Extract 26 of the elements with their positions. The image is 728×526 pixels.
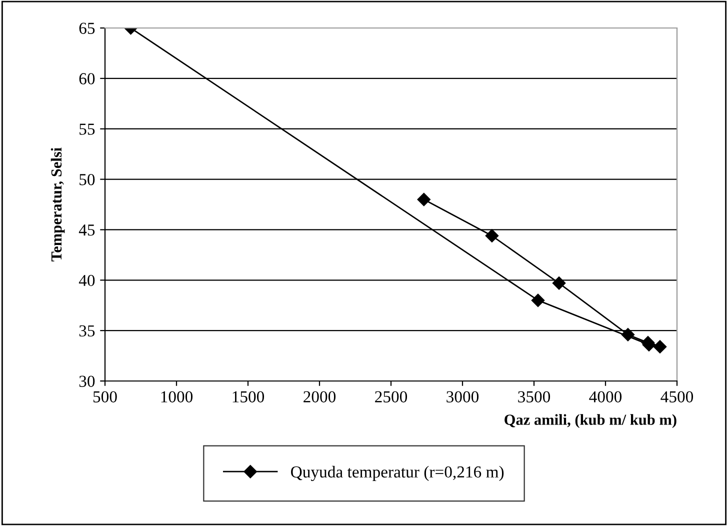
y-tick-label: 65	[79, 22, 95, 34]
legend-label: Quyuda temperatur (r=0,216 m)	[291, 466, 504, 482]
y-axis-title: Temperatur, Selsi	[50, 148, 65, 262]
point	[552, 276, 566, 290]
x-tick-label: 2000	[304, 391, 336, 402]
point	[531, 294, 545, 307]
x-tick-label: 500	[93, 391, 117, 402]
x-tick-label: 2500	[375, 391, 408, 402]
point	[417, 192, 430, 206]
x-tick-label: 4500	[660, 391, 694, 402]
x-tick-label: 1500	[232, 391, 264, 402]
y-tick-label: 50	[80, 174, 95, 186]
y-tick-label: 60	[79, 73, 95, 84]
y-tick-label: 55	[80, 124, 95, 135]
x-axis-title: Qaz amili, (kub m/ kub m)	[504, 414, 676, 428]
point	[621, 328, 635, 342]
x-tick-label: 3000	[446, 391, 479, 402]
y-tick-label: 40	[78, 274, 95, 286]
y-tick-label: 45	[78, 224, 95, 236]
x-tick-label: 1000	[161, 391, 193, 402]
x-tick-label: 4000	[589, 391, 622, 402]
y-tick-label: 35	[79, 325, 95, 337]
y-tick-label: 30	[79, 376, 95, 387]
point	[485, 229, 499, 242]
point	[653, 340, 667, 354]
x-tick-label: 3500	[518, 391, 550, 402]
